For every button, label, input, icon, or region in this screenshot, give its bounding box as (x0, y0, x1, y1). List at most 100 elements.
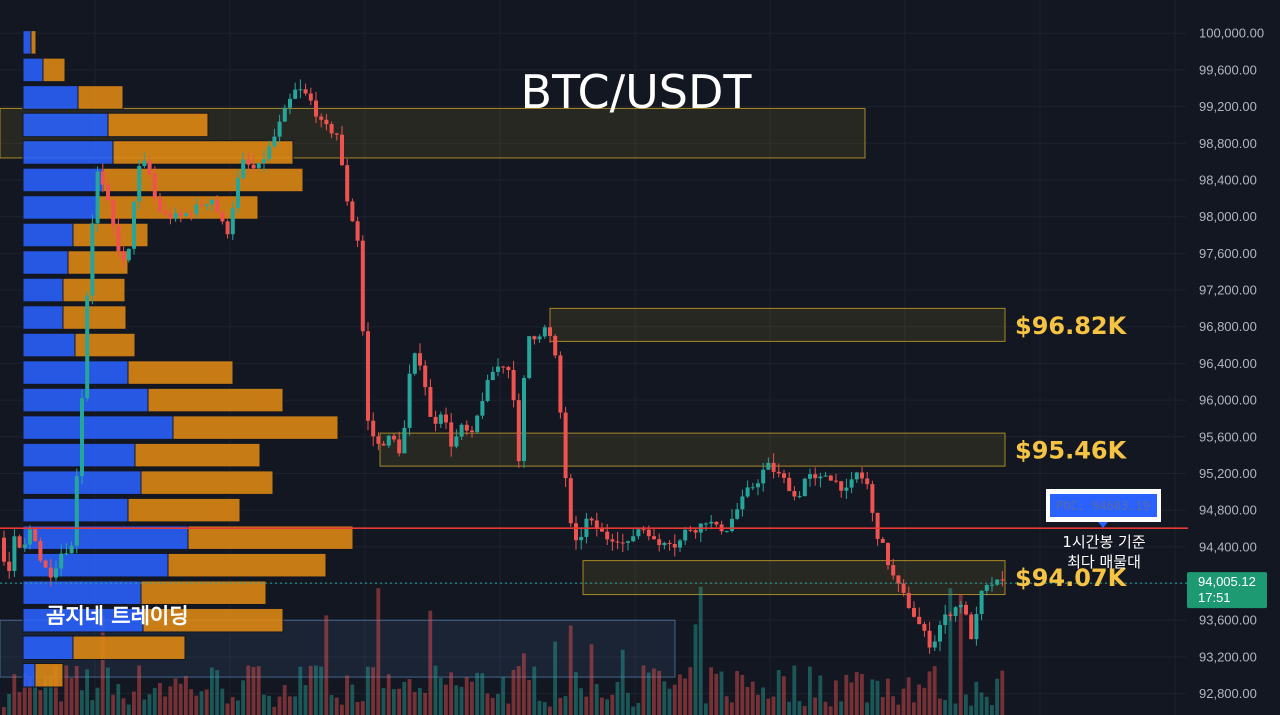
volume-bar (688, 667, 693, 715)
volume-profile-sell (72, 222, 149, 248)
candle-body (766, 462, 771, 470)
price-level-label: $95.46K (1015, 437, 1128, 465)
volume-profile-sell (77, 85, 124, 110)
volume-bar (168, 686, 173, 715)
price-tick-label: 94,800.00 (1199, 503, 1257, 518)
volume-bar (142, 699, 147, 715)
volume-bar (974, 681, 979, 715)
candle-body (922, 624, 927, 631)
volume-bar (511, 669, 516, 715)
volume-bar (158, 683, 162, 715)
candle-body (308, 93, 313, 101)
volume-bar (397, 688, 401, 715)
candle-body (152, 173, 157, 198)
candle-body (345, 165, 350, 202)
poc-pointer (1098, 522, 1108, 528)
candle-body (511, 369, 516, 401)
volume-profile-buy (22, 332, 76, 358)
candle-body (548, 327, 552, 336)
volume-bar (376, 588, 381, 715)
candle-body (542, 327, 547, 337)
price-tick-label: 96,000.00 (1199, 393, 1257, 408)
volume-profile-buy (22, 30, 32, 55)
price-tick-label: 97,600.00 (1199, 246, 1257, 261)
volume-bar (355, 702, 360, 715)
candle-body (532, 336, 537, 340)
price-tick-label: 98,400.00 (1199, 172, 1257, 187)
candle-body (215, 199, 220, 213)
candle-body (241, 159, 246, 179)
candle-body (444, 414, 448, 423)
candle-body (792, 491, 797, 497)
volume-bar (111, 694, 115, 715)
volume-bar (797, 701, 802, 715)
volume-bar (121, 698, 126, 715)
volume-bar (267, 695, 271, 715)
candle-body (319, 116, 324, 120)
volume-bar (563, 696, 568, 715)
volume-bar (293, 696, 297, 715)
volume-bar (371, 667, 375, 715)
volume-bar (574, 672, 578, 715)
candle-body (54, 568, 58, 578)
volume-bar (927, 671, 932, 715)
poc-box (1050, 494, 1157, 517)
candle-body (194, 204, 199, 215)
candle-body (22, 544, 27, 548)
candle-body (428, 387, 433, 417)
candle-body (210, 199, 214, 205)
volume-bar (43, 675, 48, 715)
volume-bar (818, 675, 823, 715)
candle-body (485, 380, 490, 402)
candle-body (782, 473, 786, 478)
volume-bar (802, 706, 807, 715)
candle-body (714, 521, 719, 525)
candle-body (771, 462, 776, 472)
volume-profile-buy (22, 277, 64, 303)
volume-bar (891, 696, 895, 715)
volume-bar (553, 641, 557, 715)
candle-body (516, 400, 521, 462)
candle-body (553, 335, 558, 356)
volume-bar (345, 675, 349, 715)
candle-body (168, 213, 173, 219)
candle-body (412, 353, 417, 374)
candle-body (225, 221, 230, 235)
volume-bar (230, 697, 235, 715)
candle-body (849, 479, 854, 488)
volume-bar (402, 681, 407, 715)
candle-body (288, 98, 292, 108)
candle-body (626, 541, 630, 543)
candle-body (636, 529, 641, 537)
candle-body (350, 201, 355, 222)
volume-bar (610, 694, 615, 715)
candle-body (579, 536, 584, 541)
candle-body (80, 398, 84, 477)
volume-bar (813, 697, 817, 715)
volume-bar (865, 702, 869, 715)
volume-profile-sell (142, 607, 284, 633)
candle-body (667, 542, 672, 545)
candle-body (834, 480, 838, 482)
candle-body (615, 541, 620, 543)
candle-body (496, 366, 500, 372)
candle-body (2, 537, 6, 562)
volume-bar (126, 704, 131, 715)
volume-bar (496, 693, 500, 715)
volume-bar (776, 670, 781, 715)
candle-body (610, 539, 615, 542)
brand-watermark: 곰지네 트레이딩 (46, 604, 189, 628)
volume-bar (438, 677, 443, 715)
volume-bar (152, 687, 157, 715)
volume-bar (381, 688, 386, 715)
volume-bar (38, 690, 43, 715)
volume-bar (54, 665, 58, 715)
candle-body (896, 575, 901, 584)
volume-profile-buy (22, 442, 136, 468)
volume-bar (64, 665, 69, 715)
volume-bar (579, 688, 583, 715)
candle-body (813, 474, 818, 479)
volume-bar (849, 682, 854, 715)
candle-body (407, 373, 412, 428)
